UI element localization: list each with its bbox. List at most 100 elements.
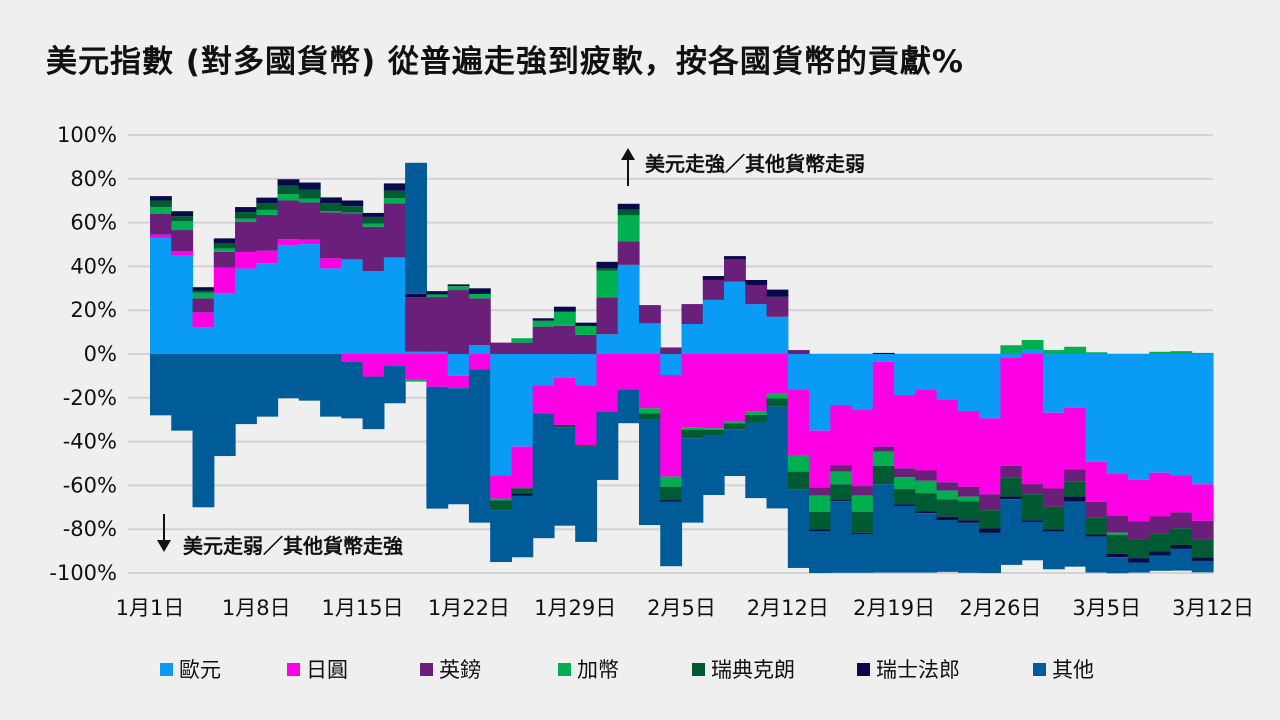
bar-segment-6	[936, 520, 959, 572]
bar-segment-2	[936, 482, 959, 491]
legend: 歐元 日圓 英鎊 加幣 瑞典克朗 瑞士法郎 其他	[0, 654, 1280, 684]
bar-segment-0	[681, 324, 704, 354]
bar-segment-0	[192, 327, 215, 354]
bar-segment-5	[766, 289, 789, 297]
bar-segment-4	[277, 185, 300, 195]
bar-segment-6	[638, 419, 661, 526]
bar-segment-4	[979, 510, 1001, 529]
bar-segment-4	[1085, 517, 1108, 535]
bar-segment-0	[702, 299, 725, 354]
bar-segment-4	[830, 484, 853, 501]
bar-segment-2	[256, 214, 279, 251]
bar-segment-0	[1021, 350, 1044, 354]
bar-segment-0	[745, 304, 768, 354]
bar-segment-3	[1021, 339, 1044, 351]
bar-segment-6	[851, 534, 874, 573]
bar-segment-5	[213, 238, 236, 244]
bar-segment-6	[1127, 562, 1150, 573]
bar-segment-4	[1021, 494, 1044, 521]
bar-segment-3	[426, 294, 449, 298]
bar-segment-4	[511, 488, 534, 494]
bar-segment-2	[766, 296, 789, 317]
bar-segment-4	[575, 445, 598, 447]
bar-segment-3	[702, 428, 725, 430]
bar-segment-3	[213, 248, 236, 252]
bar-segment-0	[1191, 354, 1214, 485]
bar-segment-2	[426, 297, 449, 352]
bar-segment-5	[894, 504, 916, 506]
bar-segment-2	[553, 325, 576, 354]
bar-segment-5	[936, 516, 959, 520]
bar-segment-5	[1042, 529, 1065, 532]
bar-segment-0	[660, 354, 683, 376]
bar-segment-0	[1149, 354, 1172, 473]
bar-segment-2	[745, 285, 768, 305]
legend-label: 瑞士法郎	[876, 658, 960, 682]
y-tick-label: -100%	[49, 561, 117, 585]
x-tick-label: 3月5日	[1072, 596, 1141, 620]
x-tick-label: 1月8日	[222, 596, 291, 620]
bar-segment-5	[1149, 551, 1172, 556]
bar-segment-0	[617, 264, 640, 354]
bar-segment-1	[872, 361, 895, 447]
bar-segment-1	[171, 251, 194, 256]
y-tick-label: 80%	[70, 167, 117, 191]
bar-segment-3	[298, 198, 321, 203]
bar-segment-5	[256, 197, 279, 204]
bar-segment-1	[1064, 407, 1087, 470]
bar-segment-2	[468, 298, 491, 346]
bar-segment-5	[724, 256, 746, 260]
bar-segment-0	[1000, 354, 1023, 358]
bar-segment-6	[320, 354, 342, 417]
bar-segment-2	[235, 221, 257, 252]
bar-segment-3	[851, 495, 874, 512]
bar-segment-4	[936, 499, 959, 517]
bar-segment-6	[490, 510, 513, 563]
bar-segment-0	[468, 345, 491, 354]
y-tick-label: -60%	[63, 473, 117, 497]
annotation-up: 美元走強／其他貨幣走弱	[621, 148, 865, 186]
bar-segment-2	[150, 213, 172, 235]
bar-segment-2	[298, 202, 321, 240]
bar-segment-2	[1106, 515, 1129, 533]
bar-segment-2	[511, 342, 534, 354]
legend-swatch	[420, 662, 433, 676]
legend-swatch	[692, 662, 705, 676]
bar-segment-0	[1085, 354, 1108, 462]
bar-segment-6	[681, 438, 704, 523]
bar-segment-5	[150, 196, 172, 201]
y-tick-label: 0%	[84, 342, 117, 366]
bar-segment-1	[1149, 472, 1172, 517]
bar-segment-6	[235, 354, 257, 425]
bar-segment-6	[553, 427, 576, 526]
bar-segment-4	[1106, 534, 1129, 554]
bar-segment-6	[192, 354, 215, 508]
bar-segment-3	[1149, 351, 1172, 354]
bar-segment-1	[192, 312, 215, 328]
bar-segment-3	[745, 411, 768, 415]
bar-segment-2	[979, 494, 1001, 511]
bar-segment-1	[957, 410, 980, 487]
bar-segment-3	[766, 393, 789, 399]
bar-segment-3	[235, 218, 257, 222]
bar-segment-4	[957, 501, 980, 521]
bar-segment-3	[1064, 346, 1087, 354]
y-tick-label: 60%	[70, 211, 117, 235]
bar-segment-0	[1106, 354, 1129, 475]
bar-segment-5	[341, 200, 364, 207]
bar-segment-1	[617, 354, 640, 390]
bar-segment-6	[362, 376, 385, 430]
bar-segment-2	[894, 468, 916, 478]
legend-item: 加幣	[558, 654, 619, 684]
bar-segment-2	[809, 487, 831, 496]
bar-segment-4	[341, 206, 364, 213]
bar-segment-6	[724, 429, 746, 476]
bar-segment-3	[192, 292, 215, 299]
bar-segment-4	[724, 423, 746, 430]
bar-segment-5	[320, 197, 342, 204]
y-tick-label: -80%	[63, 517, 117, 541]
bar-segment-3	[617, 215, 640, 242]
bar-segment-3	[490, 498, 513, 501]
bar-segment-1	[936, 399, 959, 483]
